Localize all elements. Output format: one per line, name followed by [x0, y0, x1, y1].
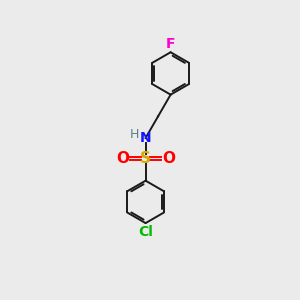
Text: S: S: [140, 151, 151, 166]
Text: O: O: [162, 151, 175, 166]
Text: Cl: Cl: [138, 225, 153, 239]
Text: O: O: [116, 151, 129, 166]
Text: N: N: [140, 131, 152, 145]
Text: H: H: [130, 128, 139, 141]
Text: F: F: [166, 37, 175, 51]
